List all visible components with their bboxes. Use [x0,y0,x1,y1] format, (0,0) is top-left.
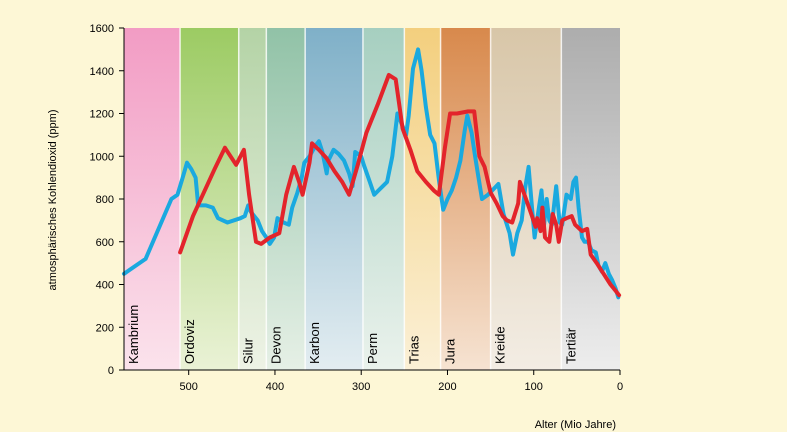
period-band-1 [180,28,239,370]
period-labels: Kambrium Ordoviz Silur Devon Karbon Perm Trias… [126,305,578,364]
period-label-7: Jura [443,338,458,364]
series-line-1 [178,73,622,298]
period-band-4 [305,28,363,370]
period-label-6: Trias [406,335,421,364]
period-label-3: Devon [268,326,283,364]
y-tick-label-3: 600 [96,237,114,249]
period-label-1: Ordoviz [182,319,197,364]
y-tick-label-6: 1200 [90,109,114,121]
series-layer [122,47,622,300]
y-tick-label-8: 1600 [90,23,114,35]
x-axis-label: Alter (Mio Jahre) [535,419,616,431]
period-band-5 [362,28,405,370]
x-tick-label-2: 300 [352,381,370,393]
y-tick-label-5: 1000 [90,151,114,163]
y-tick-label-4: 800 [96,194,114,206]
x-tick-label-3: 200 [438,381,456,393]
period-label-8: Kreide [493,326,508,364]
period-label-4: Karbon [307,322,322,364]
x-tick-label-5: 0 [617,381,623,393]
x-tick-label-0: 500 [180,381,198,393]
period-label-5: Perm [365,333,380,364]
period-label-0: Kambrium [126,305,141,364]
y-tick-label-1: 200 [96,322,114,334]
x-tick-label-1: 400 [266,381,284,393]
period-label-9: Tertiär [563,327,578,364]
period-label-2: Silur [241,337,256,364]
y-axis-label: atmosphärisches Kohlendioxid (ppm) [47,110,59,291]
x-tick-label-4: 100 [525,381,543,393]
y-tick-label-7: 1400 [90,66,114,78]
y-tick-label-2: 400 [96,280,114,292]
period-band-2 [238,28,267,370]
y-tick-label-0: 0 [108,365,114,377]
